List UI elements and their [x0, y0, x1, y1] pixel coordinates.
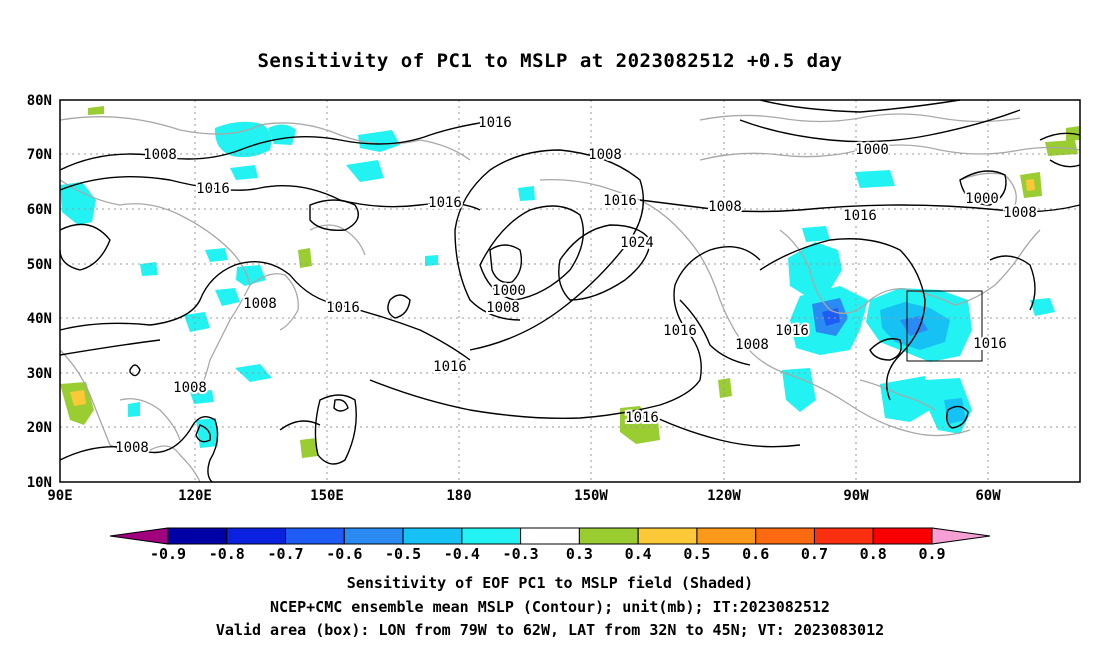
colorbar-cell [755, 527, 815, 545]
contour-label: 1016 [478, 115, 512, 131]
colorbar-label: -0.4 [444, 545, 480, 563]
map-title: Sensitivity of PC1 to MSLP at 2023082512… [257, 50, 843, 72]
lon-label: 150W [574, 488, 608, 504]
lat-label: 30N [27, 366, 52, 382]
colorbar-cell [813, 527, 874, 545]
colorbar-cell [285, 527, 345, 545]
lon-label: 90E [47, 488, 72, 504]
contour-label: 1008 [1003, 205, 1037, 221]
contour-label: 1008 [486, 300, 520, 316]
lat-label: 20N [27, 420, 52, 436]
colorbar-cell [696, 527, 757, 545]
contour-label: 1024 [620, 235, 654, 251]
colorbar-cell [637, 527, 698, 545]
lon-label: 150E [310, 488, 344, 504]
valid-area-box [906, 290, 983, 362]
colorbar-label: 0.8 [860, 545, 887, 563]
colorbar-label: -0.6 [326, 545, 362, 563]
contour-label: 1008 [143, 147, 177, 163]
contour-label: 1016 [663, 323, 697, 339]
colorbar-label: 0.5 [683, 545, 710, 563]
sensitivity-shading [60, 106, 1080, 458]
colorbar-label: 0.3 [566, 545, 593, 563]
colorbar-low-triangle [109, 527, 169, 545]
contour-label: 1008 [173, 380, 207, 396]
contour-label: 1016 [603, 193, 637, 209]
lon-label: 120W [707, 488, 741, 504]
lon-label: 180 [446, 488, 471, 504]
lon-label: 90W [843, 488, 869, 504]
contour-label: 1008 [243, 296, 277, 312]
lat-label: 40N [27, 311, 52, 327]
lat-label: 80N [27, 93, 52, 109]
colorbar-label: 0.7 [801, 545, 828, 563]
colorbar-cell [578, 527, 639, 545]
contour-label: 1016 [973, 336, 1007, 352]
colorbar-label: 0.4 [625, 545, 652, 563]
contour-label: 1000 [855, 142, 889, 158]
contour-label: 1008 [115, 440, 149, 456]
colorbar-cell [520, 527, 580, 545]
lat-label: 60N [27, 202, 52, 218]
lat-label: 10N [27, 475, 52, 491]
lon-label: 120E [178, 488, 212, 504]
contour-label: 1016 [843, 208, 877, 224]
contour-label: 1008 [708, 199, 742, 215]
colorbar-label: 0.9 [918, 545, 945, 563]
colorbar-label: -0.9 [150, 545, 186, 563]
contour-label: 1000 [492, 283, 526, 299]
colorbar-cell [343, 527, 404, 545]
map-frame [59, 99, 1081, 483]
contour-label: 1008 [735, 337, 769, 353]
contour-label: 1016 [428, 195, 462, 211]
colorbar-cell [167, 527, 228, 545]
colorbar-label: -0.8 [209, 545, 245, 563]
colorbar-label: -0.5 [385, 545, 421, 563]
contour-label: 1000 [965, 191, 999, 207]
mslp-contours [59, 99, 1081, 483]
colorbar-high-triangle [931, 527, 991, 545]
contour-label: 1016 [625, 410, 659, 426]
lat-label: 70N [27, 147, 52, 163]
contour-label: 1016 [775, 323, 809, 339]
colorbar-label: -0.7 [267, 545, 303, 563]
colorbar-cell [226, 527, 287, 545]
caption-line-1: Sensitivity of EOF PC1 to MSLP field (Sh… [346, 574, 754, 592]
colorbar-cell [402, 527, 463, 545]
colorbar-label: 0.6 [742, 545, 769, 563]
lat-label: 50N [27, 257, 52, 273]
colorbar-label: -0.3 [503, 545, 539, 563]
contour-label: 1016 [433, 359, 467, 375]
coastlines [59, 113, 1081, 483]
colorbar-cell [872, 527, 933, 545]
caption-line-2: NCEP+CMC ensemble mean MSLP (Contour); u… [270, 598, 830, 616]
latitude-labels: 80N 70N 60N 50N 40N 30N 20N 10N [27, 93, 52, 491]
longitude-labels: 90E 120E 150E 180 150W 120W 90W 60W [47, 488, 1001, 504]
contour-label: 1008 [588, 147, 622, 163]
lon-label: 60W [975, 488, 1001, 504]
contour-label: 1016 [196, 181, 230, 197]
caption-line-3: Valid area (box): LON from 79W to 62W, L… [215, 621, 885, 639]
contour-labels: 1016 1008 1016 1016 1008 1016 1008 1000 … [113, 113, 1039, 458]
contour-label: 1016 [326, 300, 360, 316]
colorbar: -0.9 -0.8 -0.7 -0.6 -0.5 -0.4 -0.3 0.3 0.4 0.5 0.6… [109, 527, 991, 563]
colorbar-cell [461, 527, 522, 545]
